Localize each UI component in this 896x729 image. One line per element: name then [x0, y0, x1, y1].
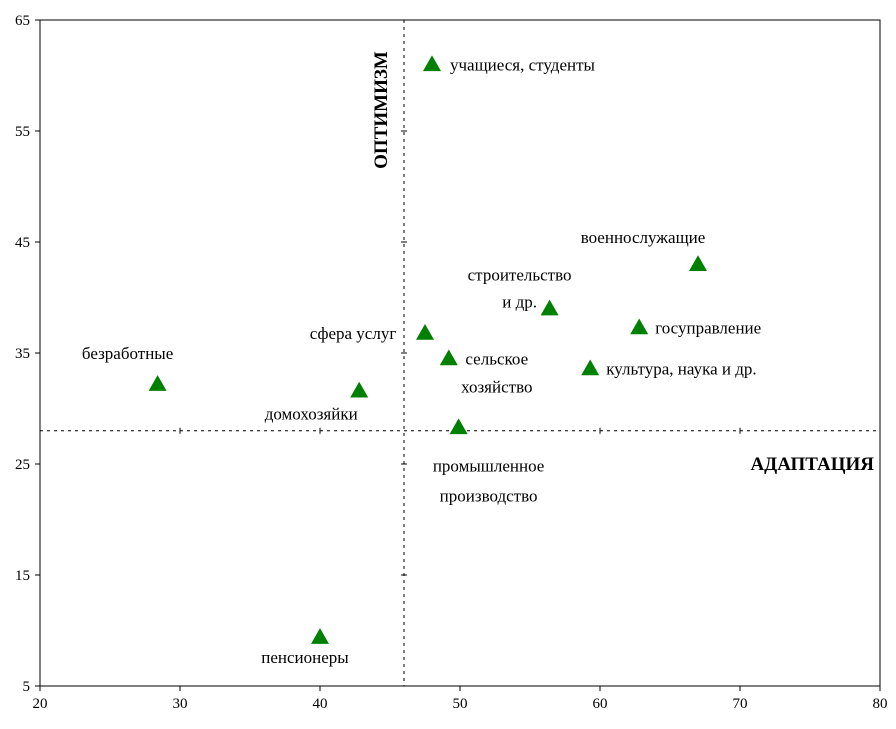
point-label: пенсионеры	[261, 648, 349, 667]
point-label-line: строительство	[468, 266, 572, 285]
data-point-marker	[416, 324, 434, 340]
data-point-marker	[311, 628, 329, 644]
y-tick-label: 45	[15, 235, 30, 251]
data-points	[148, 55, 707, 644]
point-label: госуправление	[655, 318, 761, 337]
data-point-marker	[148, 375, 167, 391]
data-point-marker	[540, 299, 559, 316]
data-point-marker	[350, 381, 369, 398]
point-label: культура, наука и др.	[606, 360, 756, 379]
point-label-line: домохозяйки	[265, 405, 358, 424]
x-tick-label: 80	[873, 696, 888, 712]
x-tick-label: 50	[453, 696, 468, 712]
x-tick-label: 70	[733, 696, 748, 712]
point-label: строительство и др.	[468, 266, 572, 312]
data-point-marker	[689, 255, 707, 271]
y-tick-label: 5	[23, 679, 31, 695]
point-label-line: и др.	[502, 293, 537, 312]
point-label-line: сельское	[465, 350, 528, 369]
point-label-line: культура, наука и др.	[606, 360, 756, 379]
point-label: промышленное производство	[433, 456, 545, 505]
x-tick-label: 20	[33, 696, 48, 712]
point-label-line: сфера услуг	[310, 324, 397, 343]
data-point-marker	[439, 349, 458, 366]
x-tick-label: 40	[313, 696, 328, 712]
data-point-marker	[449, 418, 468, 435]
adaptation-axis-title: АДАПТАЦИЯ	[750, 454, 874, 475]
point-label-line: учащиеся, студенты	[450, 55, 596, 74]
point-label-line: госуправление	[655, 318, 761, 337]
point-label-line: хозяйство	[461, 378, 532, 397]
point-label: безработные	[82, 344, 173, 363]
point-label-line: военнослужащие	[581, 228, 706, 247]
point-label-line: промышленное	[433, 456, 545, 475]
point-label: учащиеся, студенты	[450, 55, 596, 74]
y-tick-label: 25	[15, 457, 30, 473]
axis-ticks: 20 30 40 50 60 70 80 5 15 25 35 45 55 65	[15, 13, 888, 712]
point-label-line: безработные	[82, 344, 173, 363]
point-label: домохозяйки	[265, 405, 358, 424]
point-label: сельское хозяйство	[461, 350, 532, 397]
point-label: сфера услуг	[310, 324, 397, 343]
y-tick-label: 35	[15, 346, 30, 362]
x-tick-label: 60	[593, 696, 608, 712]
x-tick-label: 30	[173, 696, 188, 712]
data-point-marker	[581, 359, 600, 376]
optimism-axis-title: ОПТИМИЗМ	[371, 51, 392, 169]
point-label-line: пенсионеры	[261, 648, 349, 667]
data-point-marker	[630, 318, 649, 335]
point-label: военнослужащие	[581, 228, 706, 247]
data-point-marker	[423, 55, 441, 72]
point-label-line: производство	[440, 486, 538, 505]
y-tick-label: 55	[15, 124, 30, 140]
y-tick-label: 15	[15, 568, 30, 584]
point-labels: учащиеся, студенты военнослужащие строител…	[82, 55, 761, 667]
y-tick-label: 65	[15, 13, 30, 29]
